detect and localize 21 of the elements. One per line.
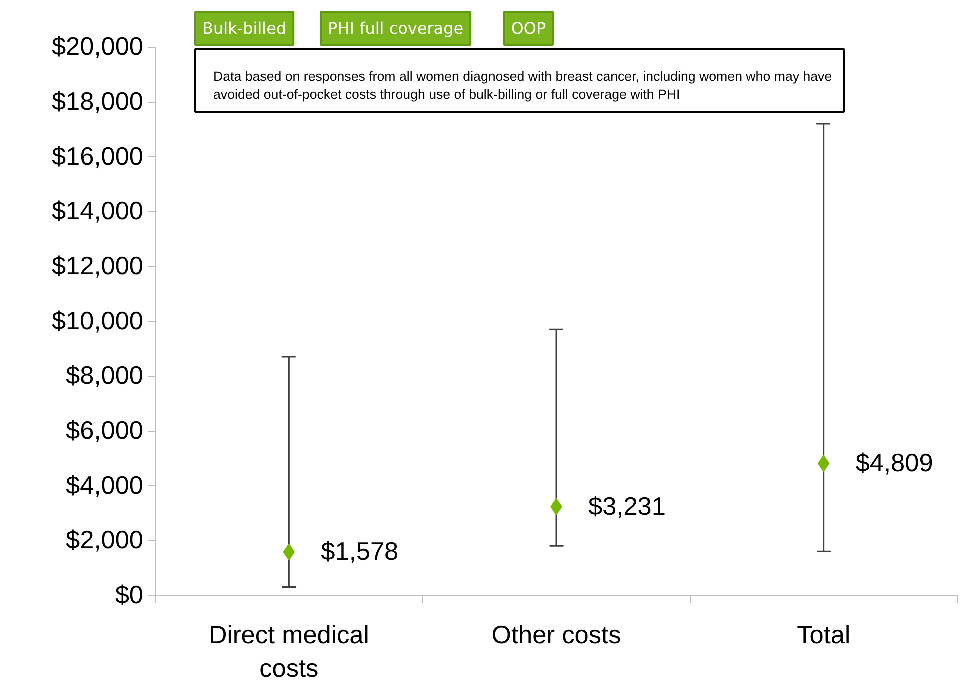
y-tick-label: $0 bbox=[115, 582, 144, 610]
data-label: $3,231 bbox=[588, 492, 666, 521]
x-tick-label: Direct medical costs bbox=[208, 622, 370, 684]
y-tick-label: $18,000 bbox=[52, 88, 144, 116]
y-tick-label: $6,000 bbox=[66, 417, 144, 446]
x-tick-label: Other costs bbox=[492, 622, 622, 650]
text: OOP bbox=[511, 19, 546, 38]
x-tick-label: Total bbox=[797, 622, 851, 650]
y-tick-label: $12,000 bbox=[52, 252, 144, 281]
y-tick-label: $20,000 bbox=[52, 33, 144, 62]
data-label: $4,809 bbox=[856, 450, 934, 478]
data-label: $1,578 bbox=[321, 538, 399, 566]
text: Bulk-billed bbox=[202, 19, 287, 38]
y-tick-label: $4,000 bbox=[66, 472, 144, 500]
y-tick-label: $16,000 bbox=[52, 142, 144, 171]
y-tick-label: $14,000 bbox=[52, 198, 144, 226]
y-tick-label: $8,000 bbox=[66, 362, 144, 390]
text: PHI full coverage bbox=[328, 19, 464, 38]
y-tick-label: $2,000 bbox=[66, 526, 144, 555]
annotation: Data based on responses from all women diagnosed with breast cancer, including women who may have avoided out-of-pocket costs through use of bulk-billing or full coverage with PHI bbox=[214, 69, 832, 102]
y-tick-label: $10,000 bbox=[52, 307, 144, 336]
